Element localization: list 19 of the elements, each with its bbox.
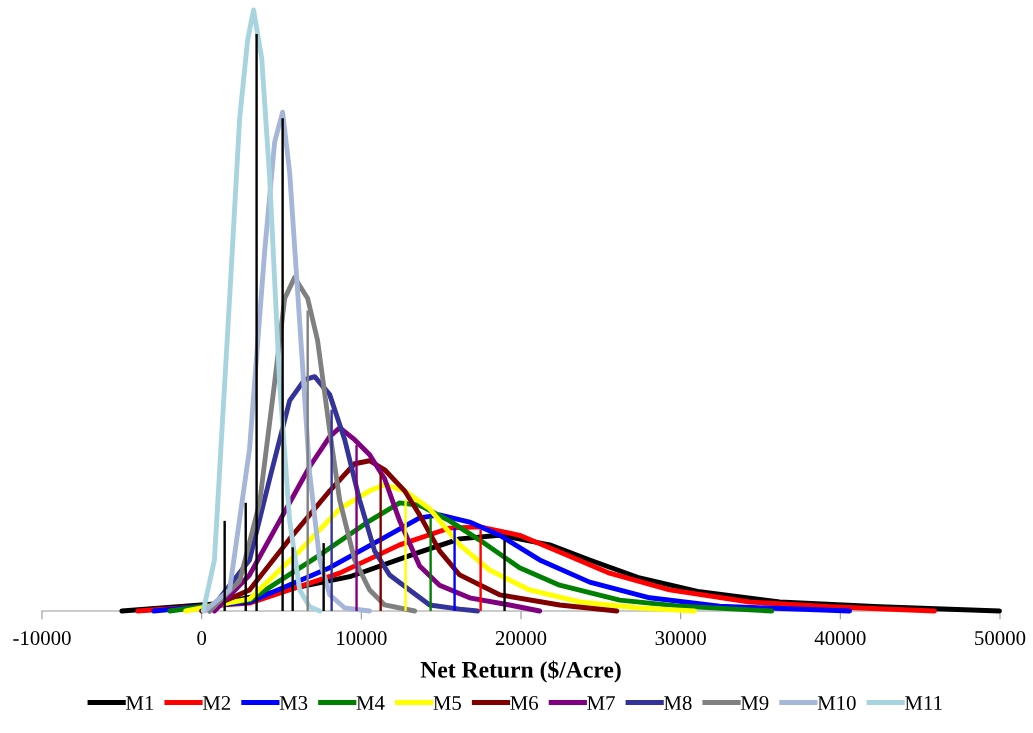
legend-label: M5 — [433, 696, 461, 711]
legend-label: M11 — [905, 696, 942, 710]
x-tick-label: 0 — [197, 631, 207, 646]
x-tick-label: 30000 — [655, 631, 706, 646]
legend-label: M10 — [817, 695, 856, 711]
legend-label: M2 — [202, 696, 231, 710]
legend-label: M3 — [279, 696, 308, 711]
x-tick-label: -10000 — [13, 631, 71, 646]
legend-label: M7 — [587, 696, 615, 710]
x-tick-label: 10000 — [337, 631, 387, 646]
legend-label: M1 — [126, 696, 154, 710]
x-tick-label: 20000 — [495, 631, 547, 646]
legend-label: M8 — [664, 695, 692, 711]
x-tick-label: 50000 — [975, 631, 1026, 646]
legend-label: M4 — [356, 696, 385, 710]
x-tick-label: 40000 — [814, 631, 866, 646]
legend-label: M6 — [510, 696, 539, 711]
legend-label: M9 — [740, 696, 769, 711]
x-axis-title: Net Return ($/Acre) — [420, 660, 621, 683]
